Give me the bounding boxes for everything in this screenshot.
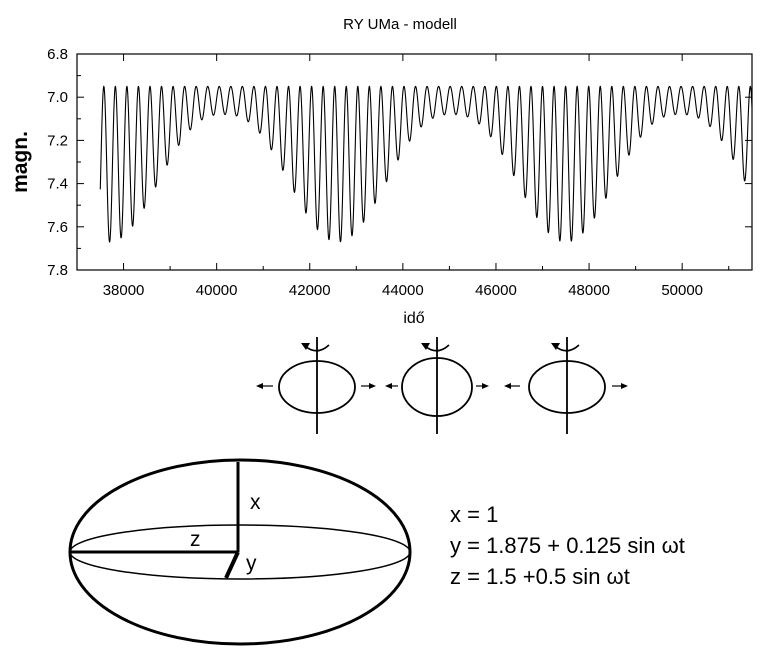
plot-frame (76, 53, 753, 271)
ellipsoid-axes-diagram: x z y (68, 458, 412, 646)
equation-x: x = 1 (450, 502, 498, 527)
x-tick-label: 38000 (103, 282, 145, 299)
x-tick-label: 46000 (475, 282, 517, 299)
y-tick-label: 7.6 (47, 219, 68, 236)
x-tick-label: 50000 (661, 282, 703, 299)
light-curve-chart: RY UMa - modell 6.8 7.0 7.2 7.4 7.6 7.8 38000… (9, 16, 753, 327)
y-axis-label: magn. (9, 131, 32, 193)
small-ellipsoid-2 (385, 337, 489, 434)
rotation-arrowhead-icon (551, 343, 560, 350)
y-tick-label: 7.4 (47, 176, 68, 193)
chart-title: RY UMa - modell (343, 16, 457, 33)
equation-z: z = 1.5 +0.5 sin ωt (450, 564, 630, 589)
x-tick-label: 42000 (289, 282, 331, 299)
rotation-arrowhead-icon (421, 343, 430, 350)
equation-y: y = 1.875 + 0.125 sin ωt (450, 533, 685, 558)
y-tick-label: 7.2 (47, 132, 68, 149)
x-tick-label: 40000 (196, 282, 238, 299)
x-axis-label: idő (403, 310, 424, 327)
light-curve-series (99, 85, 753, 243)
y-tick-label: 7.8 (47, 262, 68, 279)
equations: x = 1 y = 1.875 + 0.125 sin ωt z = 1.5 +… (450, 502, 685, 589)
x-tick-label: 48000 (568, 282, 610, 299)
y-axis: 6.8 7.0 7.2 7.4 7.6 7.8 (47, 46, 752, 279)
x-axis-label-diagram: x (250, 491, 261, 514)
small-ellipsoid-3 (504, 337, 628, 434)
y-axis-label-diagram: y (246, 552, 257, 575)
z-axis-label-diagram: z (190, 528, 201, 551)
small-ellipsoid-1 (256, 337, 376, 434)
rotation-arrowhead-icon (301, 343, 310, 350)
y-tick-label: 6.8 (47, 46, 68, 63)
y-tick-label: 7.0 (47, 89, 68, 106)
x-axis: 38000 40000 42000 44000 46000 48000 50000 (76, 54, 730, 299)
rotating-ellipsoids-row (256, 337, 628, 434)
y-axis-segment (224, 551, 240, 579)
x-tick-label: 44000 (382, 282, 424, 299)
